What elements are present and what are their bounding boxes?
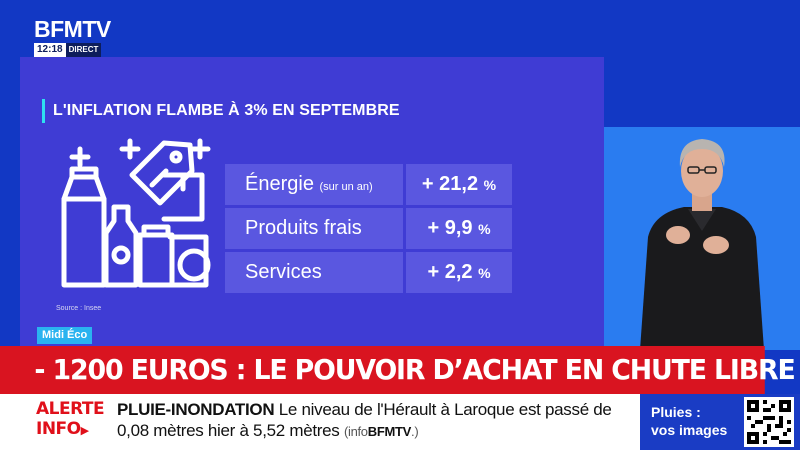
- qr-code-icon: [744, 397, 794, 447]
- inflation-panel: L'INFLATION FLAMBE À 3% EN SEPTEMBRE Sou…: [20, 57, 604, 349]
- interpreter-figure: [640, 139, 764, 350]
- arrow-icon: ▶: [80, 424, 89, 437]
- ticker-body: Le niveau de l'Hérault à Laroque est pas…: [117, 400, 612, 440]
- live-label: DIRECT: [65, 43, 102, 57]
- panel-title: L'INFLATION FLAMBE À 3% EN SEPTEMBRE: [42, 99, 400, 123]
- stat-value: + 9,9 %: [406, 208, 512, 249]
- ticker-credit: (infoBFMTV.): [343, 424, 419, 439]
- stat-row-energie: Énergie (sur un an) + 21,2 %: [225, 164, 512, 205]
- stat-value: + 21,2 %: [406, 164, 512, 205]
- source-note: Source : Insee: [56, 305, 102, 312]
- channel-logo: BFMTV: [34, 16, 111, 42]
- stat-row-services: Services + 2,2 %: [225, 252, 512, 293]
- alert-info-badge: ALERTE INFO▶: [36, 399, 105, 441]
- stat-value: + 2,2 %: [406, 252, 512, 293]
- channel-brand: BFMTV 12:18 DIRECT: [34, 18, 111, 57]
- alert-badge-line1: ALERTE: [36, 399, 105, 419]
- headline-banner: - 1200 EUROS : LE POUVOIR D’ACHAT EN CHU…: [0, 346, 796, 394]
- live-indicator: 12:18 DIRECT: [34, 43, 111, 57]
- clock: 12:18: [34, 43, 66, 57]
- ticker-topic: PLUIE-INONDATION: [117, 400, 275, 419]
- stat-label: Produits frais: [225, 208, 403, 249]
- alert-badge-line2: INFO▶: [36, 419, 89, 439]
- program-tag: Midi Éco: [37, 327, 93, 344]
- stat-label: Énergie (sur un an): [225, 164, 403, 205]
- promo-text: Pluies : vos images: [651, 404, 728, 438]
- stat-label: Services: [225, 252, 403, 293]
- stat-row-produits-frais: Produits frais + 9,9 %: [225, 208, 512, 249]
- groceries-icon: [61, 138, 211, 288]
- stat-sublabel: (sur un an): [319, 181, 373, 193]
- ticker-text: PLUIE-INONDATION Le niveau de l'Hérault …: [117, 399, 637, 442]
- sign-language-interpreter: [604, 127, 800, 350]
- viewer-images-promo: Pluies : vos images: [640, 394, 800, 450]
